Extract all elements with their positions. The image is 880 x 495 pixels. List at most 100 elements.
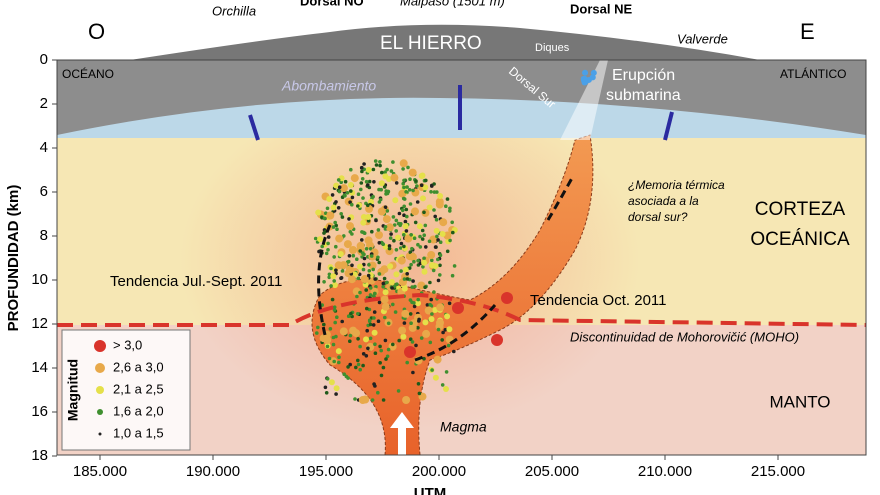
event-dot	[422, 356, 426, 361]
event-dot	[441, 330, 445, 335]
event-dot	[361, 230, 366, 235]
event-dot	[364, 247, 369, 251]
event-dot	[424, 245, 428, 249]
event-dot	[364, 288, 369, 292]
event-dot	[402, 178, 406, 183]
event-dot	[416, 223, 423, 230]
label: dorsal sur?	[628, 210, 688, 224]
magma-arrow	[390, 412, 414, 455]
y-tick-label: 4	[40, 139, 48, 156]
label: OCÉANO	[62, 66, 114, 81]
legend-marker	[96, 386, 104, 394]
event-dot	[383, 315, 387, 320]
event-dot	[423, 285, 427, 290]
event-dot	[383, 338, 388, 343]
event-dot	[381, 398, 386, 402]
event-dot	[361, 352, 366, 356]
event-dot	[348, 275, 356, 284]
x-tick-label: 210.000	[638, 463, 692, 480]
event-dot	[346, 376, 350, 380]
event-dot	[381, 281, 386, 286]
event-dot	[350, 263, 354, 268]
event-dot	[428, 316, 435, 323]
x-axis-label: UTM	[414, 485, 447, 495]
event-dot	[408, 323, 417, 332]
event-dot	[401, 285, 408, 292]
event-dot	[406, 165, 410, 170]
event-dot	[428, 302, 433, 307]
event-dot	[385, 223, 394, 232]
event-dot	[365, 306, 369, 311]
event-dot	[358, 344, 362, 349]
event-dot	[343, 179, 348, 184]
event-dot	[381, 365, 386, 370]
event-dot	[368, 286, 373, 290]
event-dot	[404, 190, 408, 194]
event-dot	[416, 258, 420, 263]
event-dot	[448, 206, 452, 211]
legend-label: 1,0 a 1,5	[113, 425, 164, 440]
event-dot	[392, 238, 396, 243]
legend-label: 2,1 a 2,5	[113, 381, 164, 396]
event-dot	[346, 365, 350, 369]
event-dot	[368, 247, 373, 251]
event-dot	[335, 315, 339, 320]
event-dot	[414, 179, 418, 183]
y-tick-label: 12	[31, 315, 48, 332]
event-dot	[377, 300, 382, 305]
event-dot	[345, 265, 354, 274]
event-dot	[385, 209, 390, 213]
event-dot	[377, 187, 381, 192]
event-dot	[339, 180, 344, 184]
event-dot	[430, 184, 434, 188]
event-dot	[416, 382, 421, 386]
event-dot	[365, 214, 372, 220]
event-dot	[432, 208, 436, 212]
event-dot	[334, 200, 338, 204]
event-dot	[386, 321, 391, 326]
event-dot	[405, 360, 410, 365]
event-dot	[397, 256, 406, 265]
event-dot	[360, 238, 364, 242]
event-dot	[413, 220, 418, 225]
event-dot	[450, 220, 455, 225]
event-dot	[362, 256, 367, 261]
event-dot	[382, 276, 387, 281]
event-dot	[386, 189, 391, 194]
event-dot	[422, 184, 429, 191]
event-dot	[371, 294, 376, 298]
event-dot	[448, 209, 452, 213]
event-dot	[359, 187, 363, 192]
event-dot	[331, 225, 336, 229]
event-dot	[334, 244, 338, 249]
event-dot	[444, 313, 451, 320]
event-dot	[426, 204, 433, 211]
event-dot	[387, 263, 394, 270]
y-axis-label: PROFUNDIDAD (km)	[5, 185, 22, 332]
event-dot	[432, 190, 437, 194]
event-dot	[390, 286, 394, 290]
event-dot	[433, 214, 438, 219]
x-tick-label: 195.000	[299, 463, 353, 480]
event-dot	[380, 170, 384, 175]
legend-marker	[95, 363, 105, 373]
event-dot	[399, 269, 403, 273]
event-dot	[327, 272, 332, 277]
event-dot	[418, 234, 422, 239]
label: asociada a la	[628, 194, 699, 208]
event-dot	[324, 251, 329, 256]
label: ATLÁNTICO	[780, 66, 846, 81]
event-dot	[410, 285, 415, 289]
event-dot	[335, 234, 344, 243]
event-dot	[395, 282, 399, 287]
event-dot	[353, 397, 357, 401]
event-dot	[340, 319, 345, 324]
event-dot	[408, 298, 413, 302]
event-dot	[378, 361, 383, 365]
event-dot	[429, 190, 433, 194]
event-dot	[424, 178, 428, 183]
event-dot	[434, 217, 439, 222]
event-dot	[383, 170, 387, 174]
event-dot	[367, 269, 372, 273]
